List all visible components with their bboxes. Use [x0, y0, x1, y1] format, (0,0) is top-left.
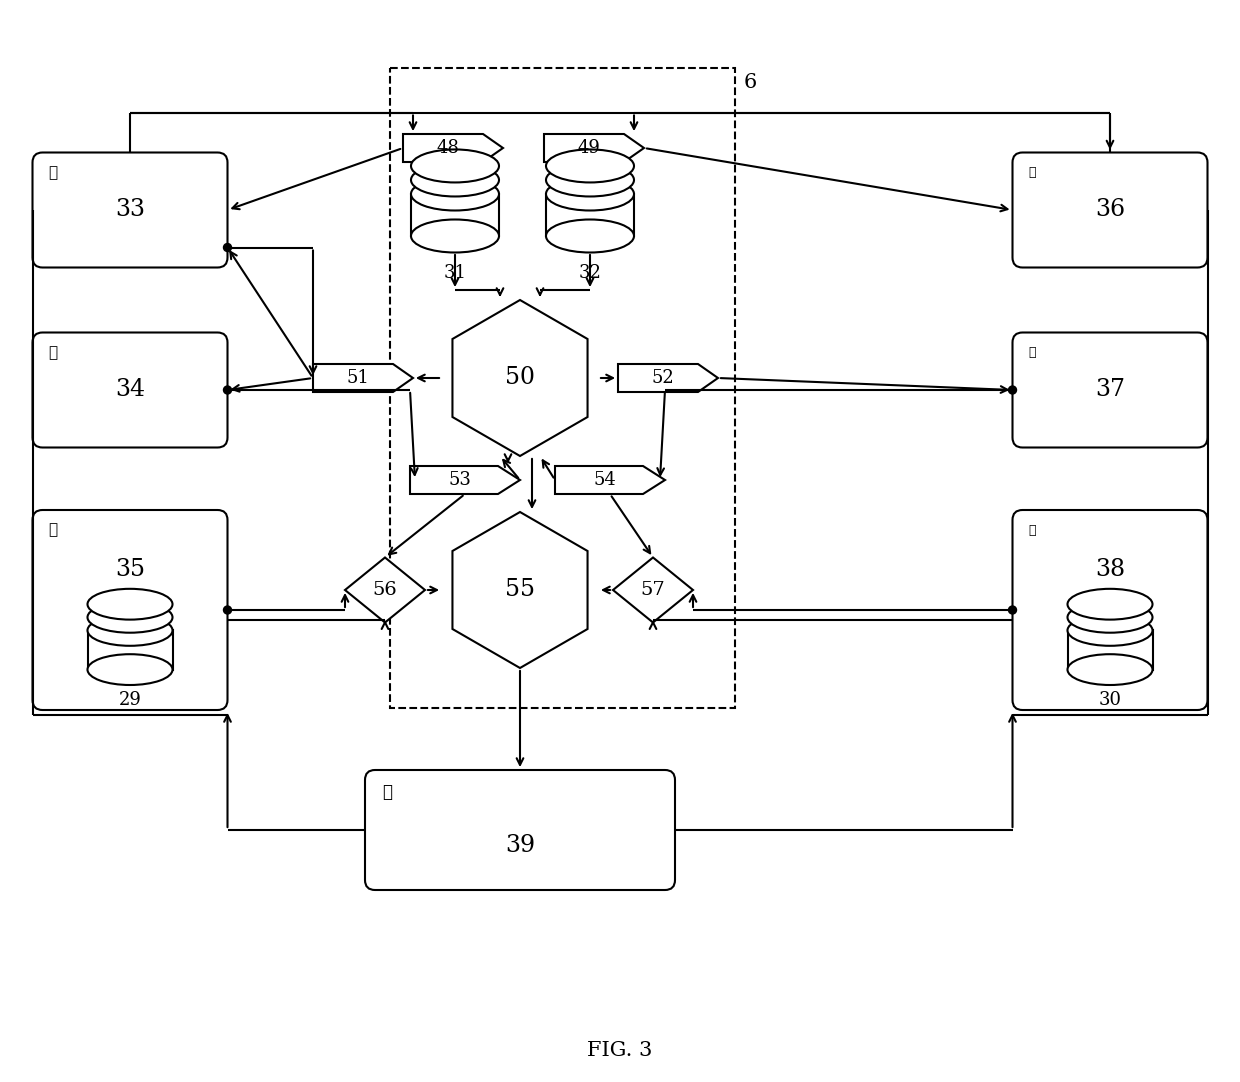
Text: 54: 54 — [594, 471, 616, 489]
Text: 🔒: 🔒 — [1029, 524, 1037, 537]
Ellipse shape — [88, 615, 172, 646]
Text: 52: 52 — [652, 369, 675, 387]
Text: 31: 31 — [444, 264, 466, 282]
FancyBboxPatch shape — [32, 153, 227, 267]
Text: 35: 35 — [115, 558, 145, 581]
Ellipse shape — [88, 602, 172, 633]
Text: 37: 37 — [1095, 379, 1125, 401]
Ellipse shape — [546, 163, 634, 197]
Text: 36: 36 — [1095, 198, 1125, 222]
Text: 39: 39 — [505, 833, 536, 857]
Circle shape — [223, 606, 232, 613]
FancyBboxPatch shape — [1013, 510, 1208, 710]
Text: 33: 33 — [115, 198, 145, 222]
Polygon shape — [312, 364, 413, 392]
Polygon shape — [453, 300, 588, 456]
FancyBboxPatch shape — [32, 510, 227, 710]
Text: 48: 48 — [436, 138, 460, 157]
Text: 👤: 👤 — [382, 783, 392, 801]
Text: 49: 49 — [578, 138, 600, 157]
Polygon shape — [556, 466, 665, 494]
Text: 👍: 👍 — [48, 523, 57, 538]
Text: 57: 57 — [641, 581, 666, 599]
Text: 34: 34 — [115, 379, 145, 401]
FancyBboxPatch shape — [1013, 153, 1208, 267]
Text: 38: 38 — [1095, 558, 1125, 581]
Text: 29: 29 — [119, 691, 141, 709]
Circle shape — [223, 243, 232, 251]
Circle shape — [223, 386, 232, 394]
Ellipse shape — [546, 220, 634, 252]
Ellipse shape — [410, 163, 498, 197]
FancyBboxPatch shape — [32, 332, 227, 448]
Ellipse shape — [1068, 615, 1152, 646]
Polygon shape — [544, 134, 644, 162]
Bar — [88, 631, 172, 670]
Polygon shape — [410, 466, 520, 494]
Polygon shape — [453, 512, 588, 668]
Text: 🔒: 🔒 — [1029, 166, 1037, 179]
Ellipse shape — [88, 655, 172, 685]
Text: 6: 6 — [743, 74, 756, 92]
Ellipse shape — [410, 149, 498, 183]
FancyBboxPatch shape — [1013, 332, 1208, 448]
Text: 👍: 👍 — [48, 345, 57, 360]
Ellipse shape — [546, 177, 634, 211]
Ellipse shape — [1068, 602, 1152, 633]
Polygon shape — [613, 557, 693, 622]
Ellipse shape — [546, 149, 634, 183]
Ellipse shape — [1068, 655, 1152, 685]
Polygon shape — [345, 557, 425, 622]
Ellipse shape — [88, 589, 172, 620]
Text: 🔒: 🔒 — [1029, 346, 1037, 359]
Bar — [1068, 631, 1152, 670]
Text: 👍: 👍 — [48, 164, 57, 180]
Circle shape — [1008, 386, 1017, 394]
Text: 50: 50 — [505, 367, 534, 390]
Text: 55: 55 — [505, 579, 534, 602]
Ellipse shape — [410, 220, 498, 252]
Polygon shape — [403, 134, 503, 162]
Polygon shape — [618, 364, 718, 392]
Ellipse shape — [410, 177, 498, 211]
Text: FIG. 3: FIG. 3 — [588, 1041, 652, 1059]
Text: 30: 30 — [1099, 691, 1121, 709]
Ellipse shape — [1068, 589, 1152, 620]
Bar — [410, 194, 498, 236]
Circle shape — [1008, 606, 1017, 613]
Bar — [546, 194, 634, 236]
Text: 53: 53 — [449, 471, 471, 489]
FancyBboxPatch shape — [365, 770, 675, 890]
Text: 56: 56 — [373, 581, 397, 599]
Text: 51: 51 — [346, 369, 370, 387]
Text: 32: 32 — [579, 264, 601, 282]
